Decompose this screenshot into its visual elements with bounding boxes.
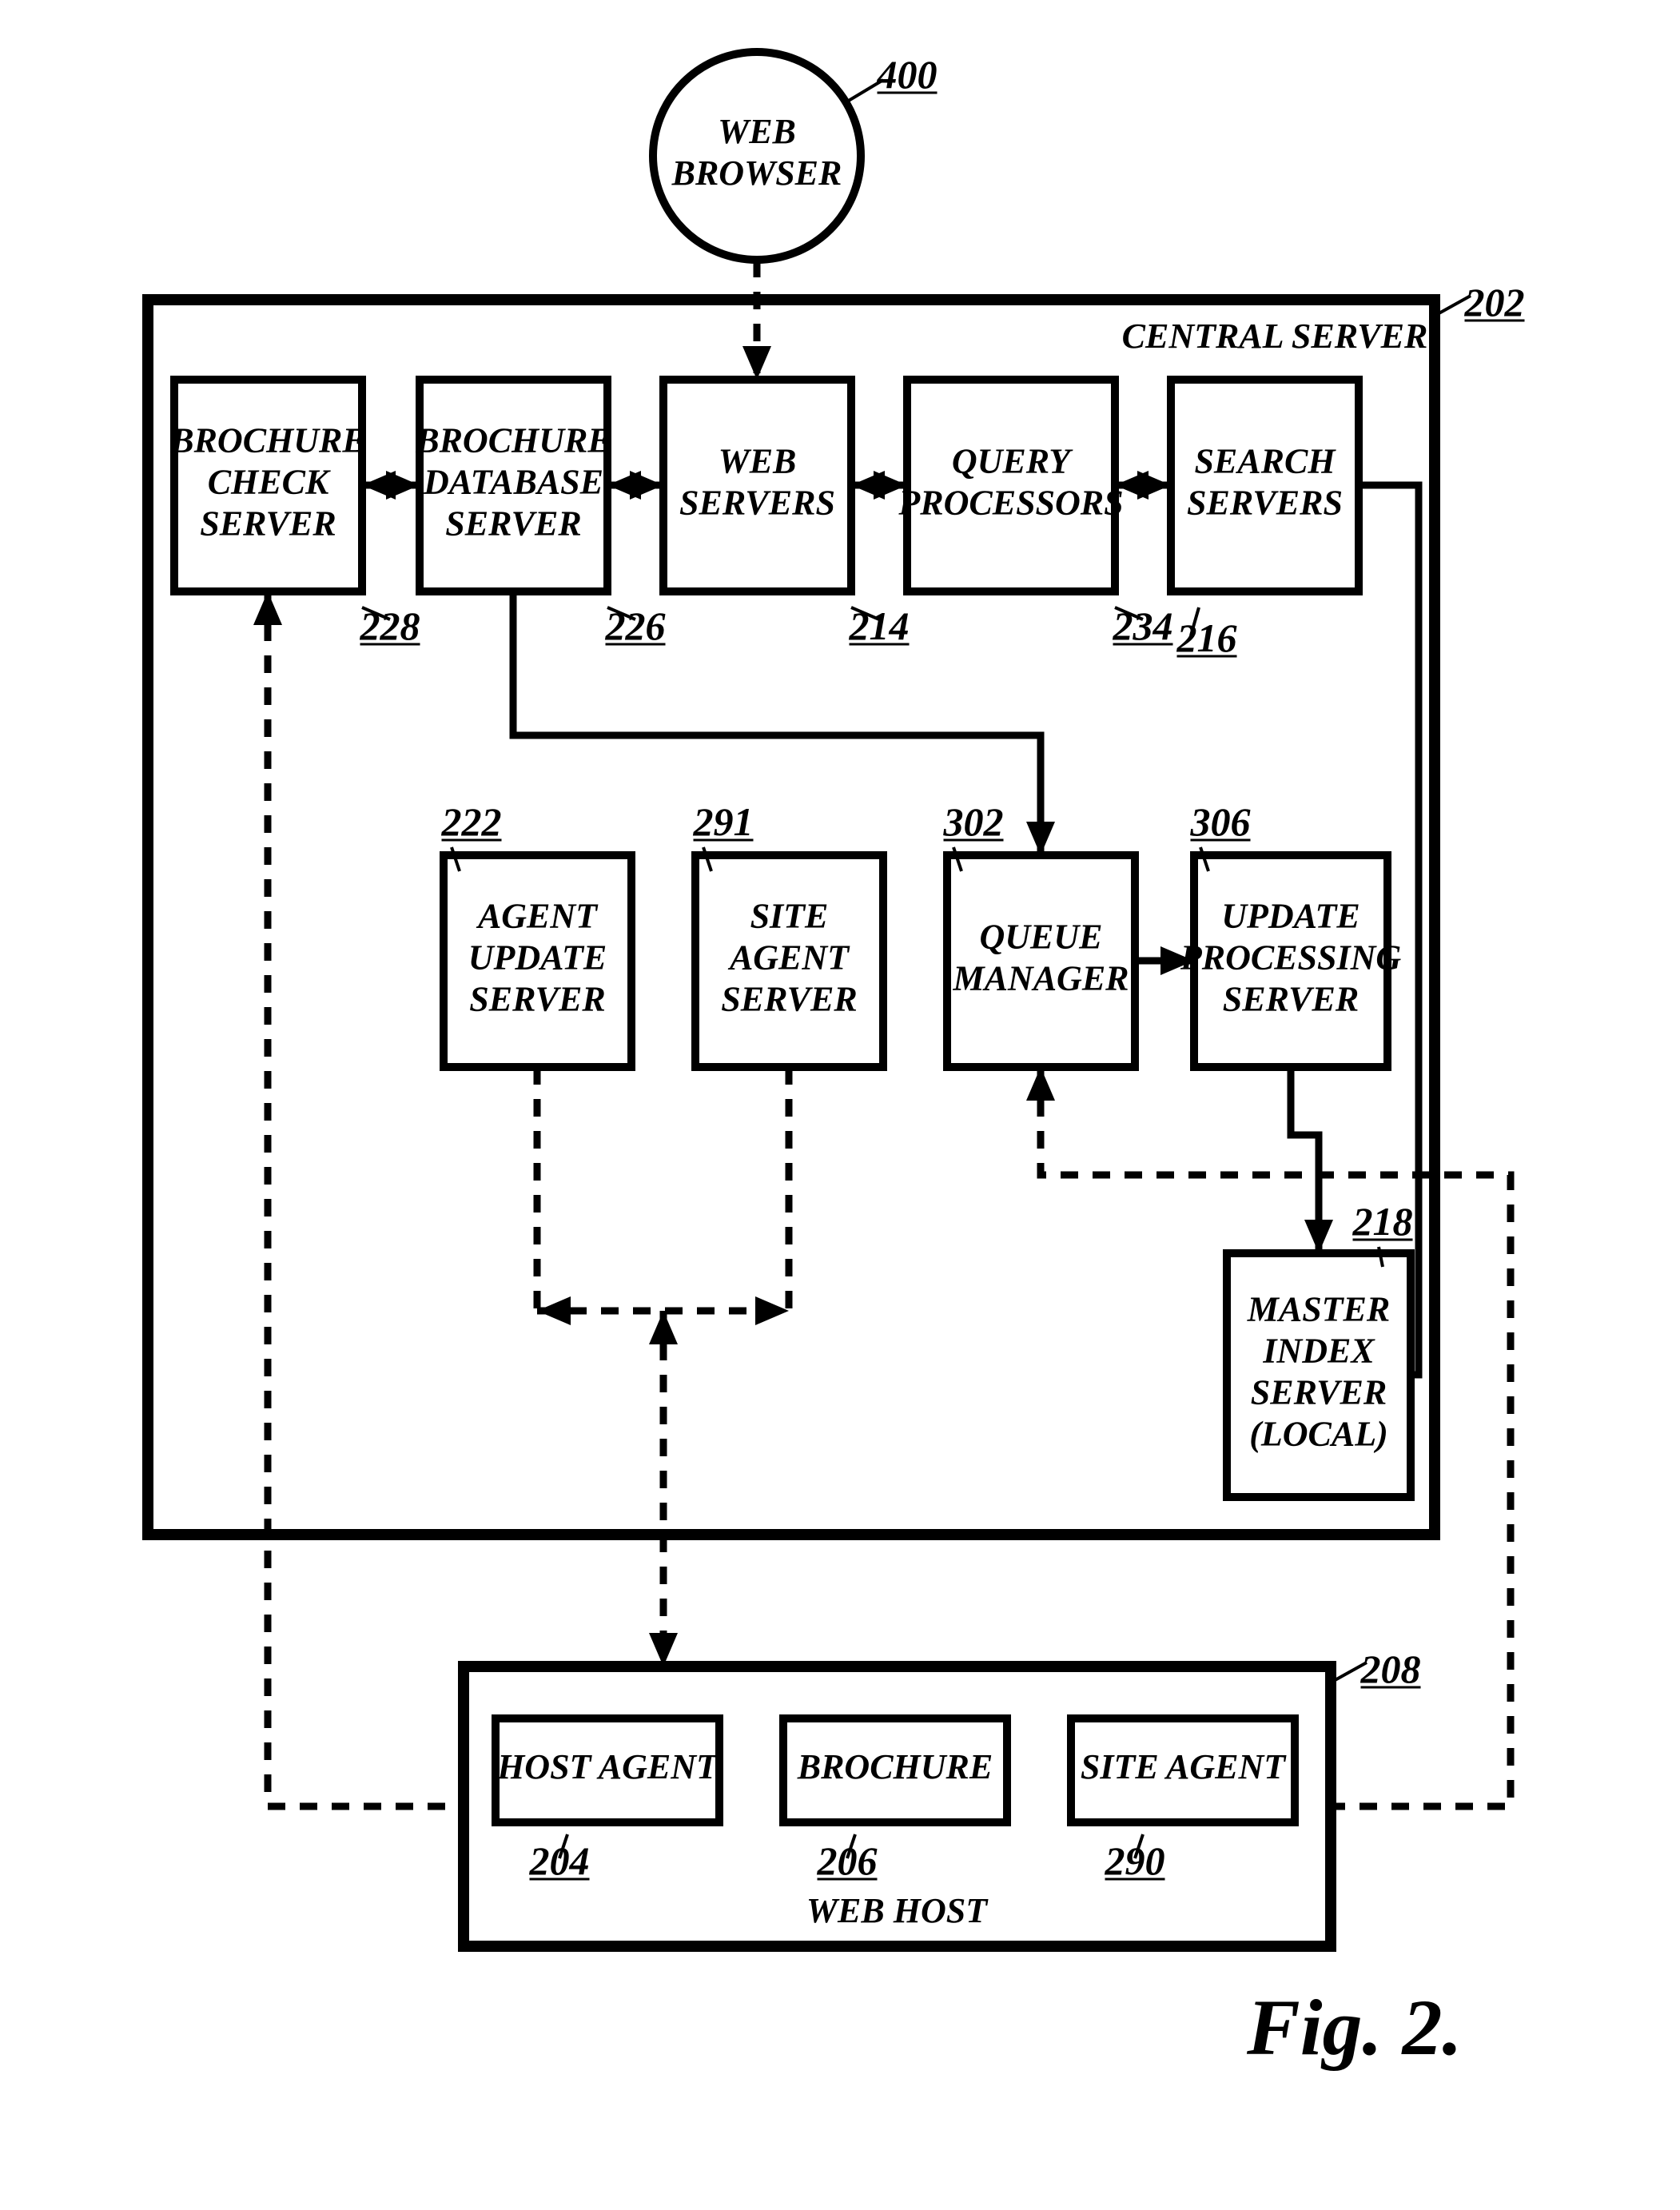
svg-text:216: 216 [1176, 615, 1237, 660]
svg-text:AGENT: AGENT [476, 897, 599, 936]
svg-text:SERVERS: SERVERS [1187, 484, 1343, 523]
svg-text:UPDATE: UPDATE [468, 938, 607, 978]
svg-text:DATABASE: DATABASE [423, 463, 603, 502]
svg-text:SERVER: SERVER [445, 504, 581, 544]
svg-text:BROWSER: BROWSER [671, 153, 842, 193]
svg-text:SEARCH: SEARCH [1194, 442, 1336, 481]
svg-text:204: 204 [529, 1838, 590, 1883]
figure-label: Fig. 2. [1246, 1983, 1462, 2072]
svg-text:(LOCAL): (LOCAL) [1249, 1414, 1388, 1453]
svg-text:UPDATE: UPDATE [1221, 897, 1360, 936]
svg-text:202: 202 [1464, 280, 1525, 325]
svg-text:218: 218 [1352, 1199, 1413, 1244]
svg-text:SITE: SITE [750, 897, 829, 936]
svg-text:MASTER: MASTER [1247, 1290, 1391, 1329]
svg-text:BROCHURE: BROCHURE [797, 1747, 993, 1786]
svg-text:400: 400 [877, 52, 938, 97]
svg-text:290: 290 [1105, 1838, 1165, 1883]
svg-text:214: 214 [849, 603, 910, 648]
svg-text:SERVER: SERVER [469, 980, 605, 1019]
svg-text:QUERY: QUERY [952, 442, 1073, 481]
svg-text:291: 291 [693, 799, 754, 844]
svg-text:INDEX: INDEX [1262, 1332, 1375, 1371]
svg-text:BROCHURE: BROCHURE [415, 421, 611, 460]
svg-text:226: 226 [605, 603, 666, 648]
svg-text:QUEUE: QUEUE [979, 918, 1102, 957]
svg-text:SERVER: SERVER [721, 980, 857, 1019]
svg-text:BROCHURE: BROCHURE [169, 421, 366, 460]
svg-text:SERVER: SERVER [1223, 980, 1359, 1019]
svg-text:234: 234 [1113, 603, 1173, 648]
svg-text:302: 302 [943, 799, 1004, 844]
svg-text:AGENT: AGENT [727, 938, 850, 978]
svg-text:SERVER: SERVER [1251, 1373, 1387, 1412]
svg-text:222: 222 [441, 799, 502, 844]
svg-text:SITE AGENT: SITE AGENT [1081, 1747, 1287, 1786]
svg-text:208: 208 [1360, 1647, 1421, 1691]
svg-text:206: 206 [817, 1838, 878, 1883]
svg-text:WEB: WEB [718, 112, 796, 151]
web_host-label: WEB HOST [806, 1891, 989, 1930]
svg-text:PROCESSING: PROCESSING [1180, 938, 1402, 978]
svg-text:HOST AGENT: HOST AGENT [496, 1747, 719, 1786]
svg-text:SERVERS: SERVERS [679, 484, 835, 523]
svg-text:PROCESSORS: PROCESSORS [898, 484, 1123, 523]
svg-text:306: 306 [1190, 799, 1251, 844]
svg-text:CHECK: CHECK [208, 463, 331, 502]
svg-text:SERVER: SERVER [200, 504, 336, 544]
svg-text:WEB: WEB [719, 442, 797, 481]
svg-text:228: 228 [360, 603, 420, 648]
central_server-label: CENTRAL SERVER [1122, 317, 1428, 356]
svg-text:MANAGER: MANAGER [952, 959, 1129, 998]
